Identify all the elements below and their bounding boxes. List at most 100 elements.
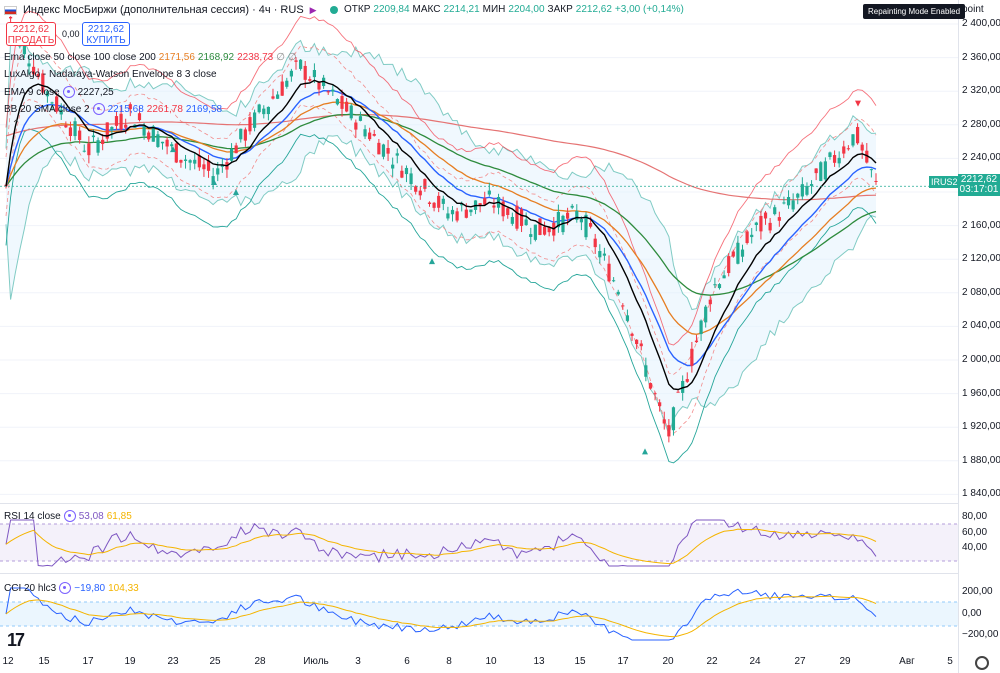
candle-body [358,116,363,121]
sell-label: ПРОДАТЬ [7,35,55,46]
replay-icon[interactable] [59,582,72,594]
sell-signal-marker [855,100,861,107]
legend-ema9-value: 2227,25 [77,86,114,98]
candle-body [621,305,625,307]
pane-separator-rsi[interactable] [0,503,958,504]
time-axis-label: 8 [446,656,452,667]
candle-body [41,73,45,93]
candle-body [409,173,413,185]
tradingview-logo[interactable]: 17 [7,630,25,650]
price-axis-label: 2 160,00 [962,219,1000,231]
price-axis-label: 2 280,00 [962,118,1000,130]
candle-body [773,207,777,215]
candle-body [400,170,404,178]
candle-body [446,213,450,219]
price-axis[interactable] [958,0,1000,673]
legend-ema-multi[interactable]: Ema close 50 close 100 close 200 2171,56… [4,52,296,63]
rsi-axis-label: 80,00 [962,511,988,522]
candle-body [50,102,54,104]
candle-body [635,339,639,345]
legend-bb[interactable]: BB 20 SMA close 2 2215,68 2261,78 2169,5… [4,103,222,115]
candle-body [216,168,220,175]
symbol-header[interactable]: Индекс МосБиржи (дополнительная сессия) … [0,0,317,20]
candle-body [450,209,455,215]
candle-body [165,139,169,147]
candle-body [289,70,293,77]
legend-cci-value: −19,80 [74,582,106,594]
rsi-axis-label: 40,00 [962,542,988,553]
candle-body [676,391,680,393]
candle-body [73,121,77,137]
price-axis-label: 2 400,00 [962,18,1000,29]
repaint-mode-badge: Repainting Mode Enabled [863,4,966,19]
legend-luxalgo[interactable]: LuxAlgo - Nadaraya-Watson Envelope 8 3 c… [4,69,217,80]
candle-body [432,202,436,208]
candle-body [114,116,119,126]
candle-body [625,315,630,321]
candle-body [234,145,238,154]
legend-cci-ma: 104,33 [108,582,139,594]
candle-body [814,168,818,174]
sell-price: 2212,62 [12,24,50,35]
candle-body [846,148,850,150]
candle-body [119,113,123,130]
time-axis-label: Авг [899,656,915,667]
bollinger-band-fill [6,39,876,434]
candle-body [727,256,731,274]
price-axis-header: point [962,4,984,15]
candle-body [243,129,247,141]
replay-icon[interactable] [62,86,75,98]
candle-body [579,219,583,223]
time-axis-label: 28 [254,656,266,667]
candle-body [658,402,662,407]
close-label: ЗАКР [547,4,573,15]
candle-body [699,320,703,335]
legend-rsi[interactable]: RSI 14 close 53,08 61,85 [4,510,132,522]
candle-body [745,231,749,244]
candle-body [308,79,312,81]
close-value: 2212,62 [575,4,612,15]
ema-100-line [5,113,877,296]
pane-separator-cci[interactable] [0,573,958,574]
legend-rsi-value: 53,08 [78,510,104,522]
legend-ema9-label: EMA 9 close [4,86,60,98]
replay-icon[interactable] [63,510,76,522]
legend-cci-label: CCI 20 hlc3 [4,582,57,594]
gear-icon[interactable] [975,656,989,670]
buy-button[interactable]: 2212,62 КУПИТЬ [82,22,130,46]
buy-label: КУПИТЬ [86,35,126,46]
legend-rsi-label: RSI 14 close [4,510,61,522]
legend-rsi-ma: 61,85 [106,510,132,522]
buy-signal-marker [429,258,435,265]
candle-body [722,275,726,279]
buy-signal-marker [642,448,648,455]
ema-9-line [5,79,877,391]
last-price-value: 2212,62 [960,174,998,185]
candle-body [423,179,427,189]
candle-body [759,215,763,232]
candle-body [91,135,96,138]
market-status-icon[interactable] [330,5,338,14]
candle-body [851,134,855,146]
collapse-legend-icon[interactable]: ⌃ [11,119,21,130]
candle-body [441,198,445,204]
replay-icon[interactable] [92,103,105,115]
candle-body [805,186,809,195]
candle-body [874,180,878,182]
sell-button[interactable]: 2212,62 ПРОДАТЬ [6,22,56,46]
bollinger-lower-line [5,134,877,436]
open-value: 2209,84 [373,4,410,15]
time-axis-label: 13 [533,656,545,667]
candle-body [589,223,593,227]
flag-marker-icon[interactable]: ▶ [309,4,317,15]
candle-body [220,165,224,167]
time-axis-label: 29 [839,656,851,667]
symbol-title[interactable]: Индекс МосБиржи (дополнительная сессия) … [23,4,304,16]
candle-body [156,134,160,147]
legend-cci[interactable]: CCI 20 hlc3 −19,80 104,33 [4,582,139,594]
legend-ema9[interactable]: EMA 9 close 2227,25 [4,86,114,98]
candle-body [174,143,178,163]
candle-body [616,291,620,295]
